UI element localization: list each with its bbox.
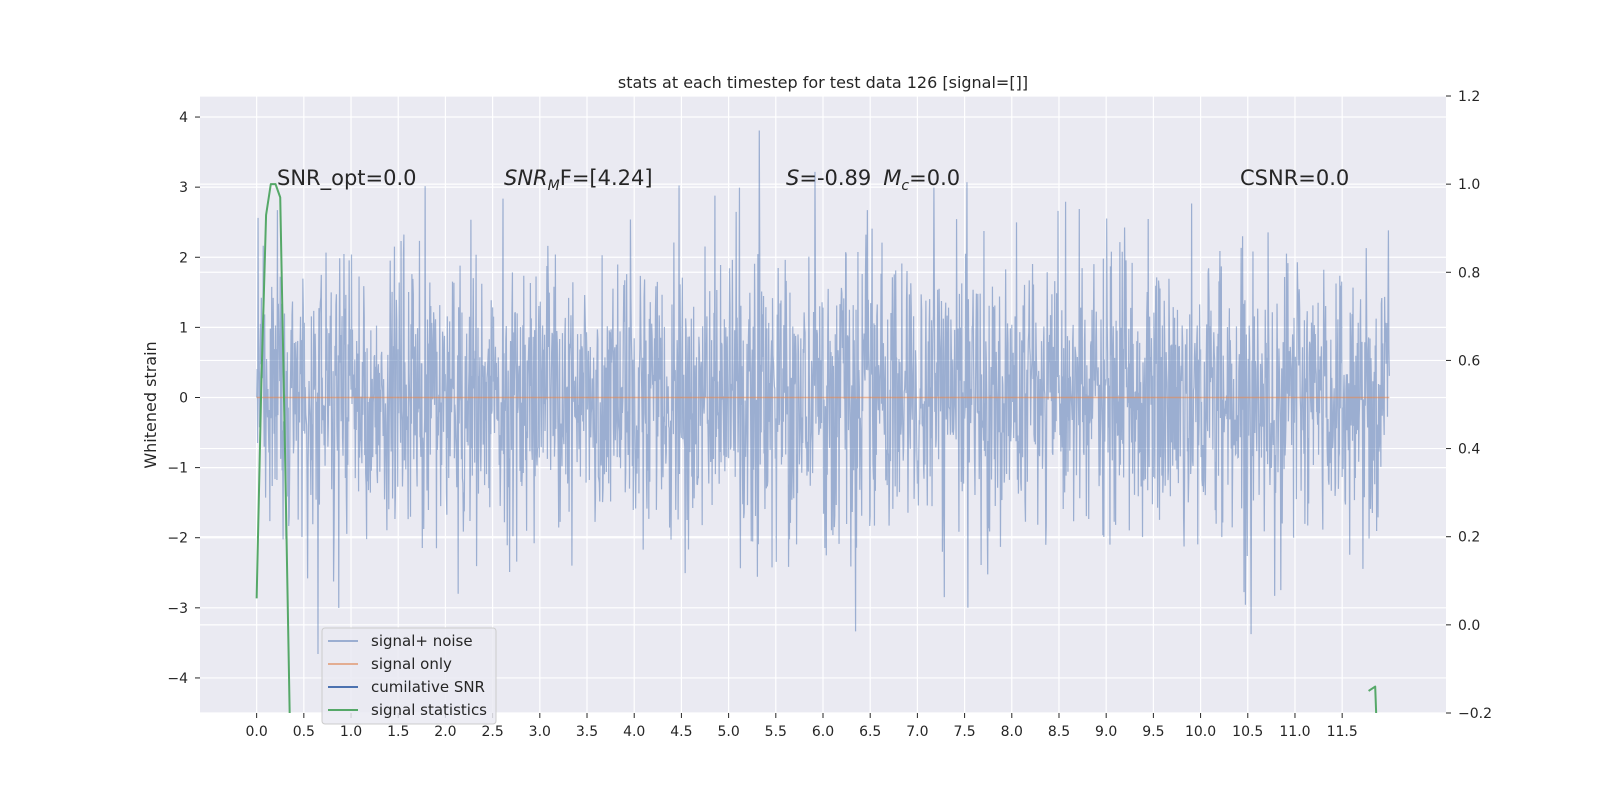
signal-statistics-series (255, 183, 1378, 714)
legend-label-signal-only: signal only (371, 655, 452, 673)
signal-noise-series (256, 130, 1390, 654)
x-axis-ticks: 0.0 0.5 1.0 1.5 2.0 2.5 3.0 3.5 4.0 4.5 5.0 5.5 6.0 6… (246, 713, 1358, 740)
y-axis-label: Whitened strain (141, 341, 160, 468)
x-tick-label: 7.0 (906, 724, 928, 740)
x-tick-label: 10.5 (1232, 724, 1263, 740)
annotation-mc-value: =0.0 (909, 166, 960, 190)
y-tick-label: 4 (179, 110, 188, 126)
x-tick-label: 11.0 (1279, 724, 1310, 740)
annotation-snr-mf-rest: F=[4.24] (560, 166, 653, 190)
x-tick-label: 4.0 (623, 724, 645, 740)
y2-tick-label: −0.2 (1458, 706, 1492, 722)
annotation-snr-mf: SNRMF=[4.24] (504, 166, 653, 194)
right-y-axis-ticks: 1.2 1.0 0.8 0.6 0.4 0.2 0.0 −0.2 (1446, 89, 1492, 722)
x-tick-label: 8.5 (1048, 724, 1070, 740)
x-tick-label: 0.5 (293, 724, 315, 740)
legend-label-signal-noise: signal+ noise (371, 632, 473, 650)
annotation-mc-sub: c (901, 178, 909, 194)
x-tick-label: 6.0 (812, 724, 834, 740)
x-tick-label: 11.5 (1327, 724, 1358, 740)
signal-noise-line (256, 130, 1390, 654)
y2-tick-label: 0.4 (1458, 442, 1480, 458)
x-tick-label: 9.0 (1095, 724, 1117, 740)
y-tick-label: 3 (179, 180, 188, 196)
x-tick-label: 5.5 (765, 724, 787, 740)
x-tick-label: 6.5 (859, 724, 881, 740)
x-tick-label: 7.5 (953, 724, 975, 740)
annotation-snr-mf-name: SNR (504, 166, 548, 190)
y-axis-ticks: 4 3 2 1 0 −1 −2 −3 −4 (167, 110, 200, 687)
x-tick-label: 10.0 (1185, 724, 1216, 740)
legend-box (321, 627, 497, 725)
y2-tick-label: 0.2 (1458, 530, 1480, 546)
x-tick-label: 0.0 (246, 724, 268, 740)
annotation-snr-opt: SNR_opt=0.0 (277, 166, 417, 191)
x-tick-label: 5.0 (717, 724, 739, 740)
annotation-s-name: S (786, 166, 799, 190)
y2-tick-label: 1.2 (1458, 89, 1480, 105)
y-tick-label: −1 (167, 461, 188, 477)
x-tick-label: 9.5 (1142, 724, 1164, 740)
x-tick-label: 3.5 (576, 724, 598, 740)
annotation-mc-name: M (883, 166, 901, 190)
chart-title: stats at each timestep for test data 126… (618, 73, 1028, 92)
annotation-snr-mf-sub: M (548, 178, 560, 194)
y-tick-label: 2 (179, 250, 188, 266)
y2-tick-label: 1.0 (1458, 177, 1480, 193)
annotation-s-value: =-0.89 (799, 166, 871, 190)
legend-label-cumulative-snr: cumilative SNR (371, 678, 485, 696)
x-tick-label: 2.0 (434, 724, 456, 740)
y2-tick-label: 0.8 (1458, 265, 1480, 281)
y2-tick-label: 0.6 (1458, 353, 1480, 369)
legend: signal+ noise signal only cumilative SNR… (321, 627, 497, 725)
annotation-csnr: CSNR=0.0 (1240, 166, 1349, 190)
signal-statistics-line (255, 183, 1378, 714)
y-tick-label: 0 (179, 390, 188, 406)
y-tick-label: 1 (179, 320, 188, 336)
y-tick-label: −2 (167, 531, 188, 547)
x-tick-label: 4.5 (670, 724, 692, 740)
x-tick-label: 1.5 (387, 724, 409, 740)
x-tick-label: 1.0 (340, 724, 362, 740)
legend-label-signal-statistics: signal statistics (371, 701, 487, 719)
x-tick-label: 2.5 (481, 724, 503, 740)
y-tick-label: −3 (167, 601, 188, 617)
x-tick-label: 3.0 (529, 724, 551, 740)
annotation-s-mc: S=-0.89 Mc=0.0 (786, 166, 960, 194)
x-tick-label: 8.0 (1001, 724, 1023, 740)
y2-tick-label: 0.0 (1458, 618, 1480, 634)
y-tick-label: −4 (167, 671, 188, 687)
